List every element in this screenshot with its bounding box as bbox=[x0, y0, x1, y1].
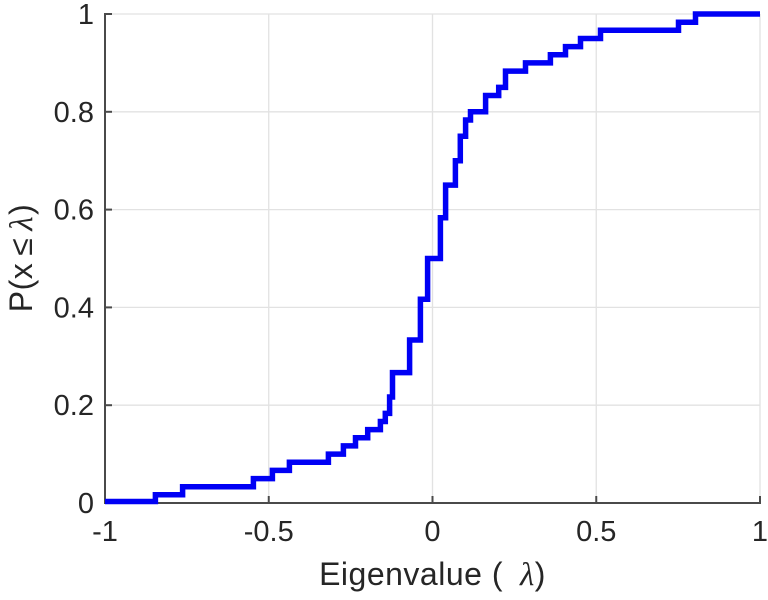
y-tick-label: 0.6 bbox=[54, 195, 94, 227]
x-axis-label-close: ) bbox=[534, 556, 546, 592]
x-tick-label: 0 bbox=[424, 516, 440, 548]
x-tick-label: -1 bbox=[92, 516, 118, 548]
y-axis-leq-symbol: ≤ bbox=[3, 237, 39, 256]
ecdf-step-curve bbox=[105, 11, 760, 505]
ecdf-curve-group bbox=[105, 11, 760, 505]
y-tick-label: 0.2 bbox=[54, 390, 94, 422]
x-tick-label: 1 bbox=[752, 516, 768, 548]
y-axis-label: P(x ≤ λ) bbox=[3, 204, 41, 313]
y-tick-label: 0.4 bbox=[54, 292, 94, 324]
x-axis-label-text: Eigenvalue ( bbox=[319, 556, 503, 592]
y-tick-label: 1 bbox=[78, 0, 94, 31]
y-axis-label-close: ) bbox=[3, 203, 39, 215]
y-tick-label: 0 bbox=[78, 488, 94, 520]
x-axis-label: Eigenvalue ( λ) bbox=[105, 556, 760, 594]
x-tick-label: 0.5 bbox=[576, 516, 616, 548]
y-axis-lambda-symbol: λ bbox=[4, 215, 40, 231]
y-axis-label-text: P(x bbox=[3, 262, 39, 313]
y-tick-label: 0.8 bbox=[54, 97, 94, 129]
grid-lines bbox=[105, 13, 761, 503]
y-tick-labels: 0 0.2 0.4 0.6 0.8 1 bbox=[54, 0, 94, 520]
x-axis-lambda-symbol: λ bbox=[519, 557, 535, 593]
x-tick-labels: -1 -0.5 0 0.5 1 bbox=[92, 516, 768, 548]
x-tick-label: -0.5 bbox=[244, 516, 294, 548]
